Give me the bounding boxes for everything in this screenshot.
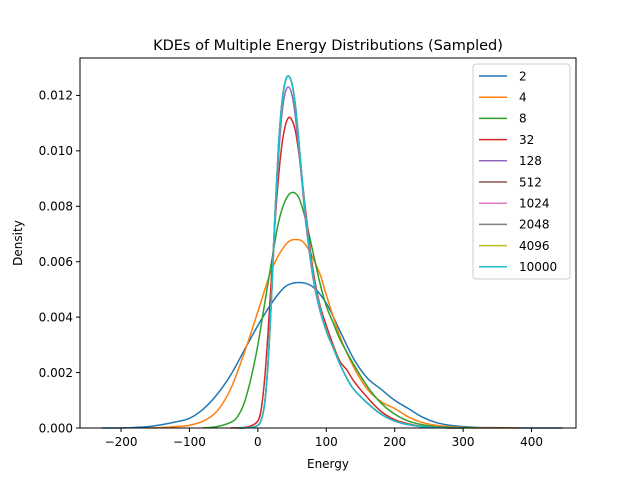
plot-frame [79,57,577,429]
series-line-4 [148,238,518,429]
y-tick-label: 0.004 [39,310,73,324]
y-tick-label: 0.002 [39,366,73,380]
y-axis-label: Density [11,220,25,266]
legend-label-2: 2 [519,69,527,83]
chart-title: KDEs of Multiple Energy Distributions (S… [153,38,503,54]
y-tick-label: 0.008 [39,200,73,214]
x-tick-label: 100 [315,435,338,449]
legend: 2 4 8 32 128 512 1024 2048 4096 10000 [472,63,571,280]
legend-label-4096: 4096 [519,239,550,253]
y-tick-label: 0.010 [39,144,73,158]
series-layer [101,75,563,429]
y-tick-label: 0.006 [39,255,73,269]
y-tick-label: 0.000 [39,421,73,435]
legend-label-1024: 1024 [519,197,550,211]
x-tick-label: 200 [383,435,406,449]
x-axis-label: Energy [307,457,349,471]
series-line-2 [101,281,563,429]
x-axis-ticks: −200 −100 0 100 200 300 400 [105,428,543,449]
legend-label-512: 512 [519,175,542,189]
series-line-10000 [237,75,464,429]
legend-label-128: 128 [519,154,542,168]
legend-label-4: 4 [519,91,527,105]
x-tick-label: −200 [105,435,138,449]
x-tick-label: 300 [452,435,475,449]
x-tick-label: 400 [520,435,543,449]
legend-label-8: 8 [519,112,527,126]
legend-label-10000: 10000 [519,260,557,274]
legend-label-32: 32 [519,133,534,147]
y-axis-ticks: 0.000 0.002 0.004 0.006 0.008 0.010 0.012 [39,89,80,435]
legend-label-2048: 2048 [519,218,550,232]
y-tick-label: 0.012 [39,89,73,103]
x-tick-label: −100 [173,435,206,449]
x-tick-label: 0 [254,435,262,449]
